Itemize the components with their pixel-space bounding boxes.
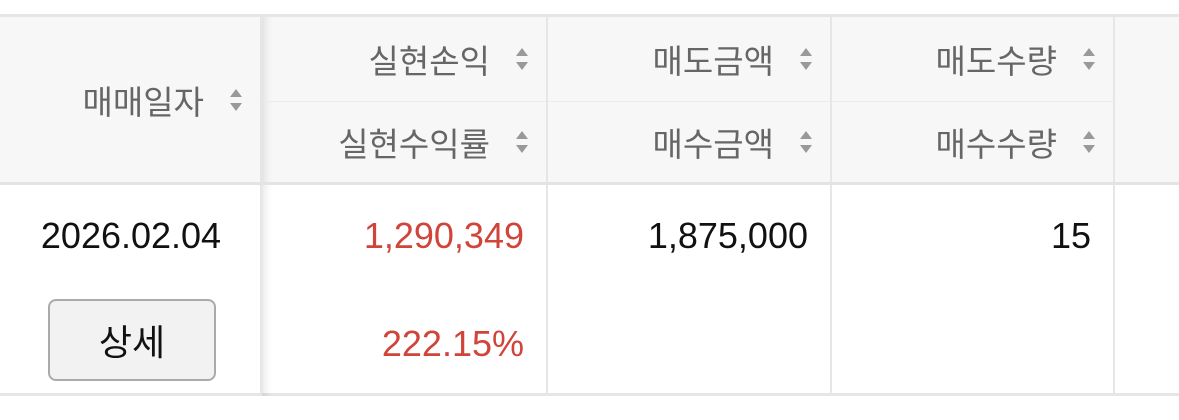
sort-icon[interactable] (800, 130, 812, 153)
detail-button[interactable]: 상세 (48, 299, 216, 381)
table-header: 매매일자 실현손익 실현수익률 매도금액 매수금액 매도수량 매수수량 (0, 17, 1179, 185)
header-realized-pnl[interactable]: 실현손익 (262, 17, 546, 102)
header-realized-return[interactable]: 실현수익률 (262, 101, 546, 182)
trade-history-table: 매매일자 실현손익 실현수익률 매도금액 매수금액 매도수량 매수수량 2026… (0, 14, 1179, 396)
trade-date-value: 2026.02.04 (40, 215, 222, 256)
header-label: 매수수량 (935, 125, 1057, 163)
header-sell-amount[interactable]: 매도금액 (548, 17, 830, 102)
sort-icon[interactable] (1083, 130, 1095, 153)
header-col-extra (1115, 17, 1179, 182)
header-col-amount: 매도금액 매수금액 (548, 17, 832, 182)
cell-trade-date: 2026.02.04 상세 (0, 185, 262, 396)
sort-icon[interactable] (1083, 48, 1095, 70)
table-row: 2026.02.04 상세 1,290,349 222.15% 1,875,00… (0, 185, 1179, 396)
header-label: 매도수량 (935, 43, 1057, 80)
header-buy-amount[interactable]: 매수금액 (548, 101, 830, 182)
sort-icon[interactable] (800, 48, 812, 70)
header-trade-date[interactable]: 매매일자 (0, 17, 260, 182)
header-col-trade-date: 매매일자 (0, 17, 262, 182)
header-label: 매도금액 (652, 43, 774, 80)
realized-pnl-value: 1,290,349 (363, 215, 524, 256)
sell-amount-value: 1,875,000 (647, 215, 808, 256)
header-buy-qty[interactable]: 매수수량 (832, 101, 1113, 182)
header-col-qty: 매도수량 매수수량 (832, 17, 1115, 182)
realized-return-value: 222.15% (381, 323, 524, 364)
sort-icon[interactable] (516, 130, 528, 153)
sort-icon[interactable] (516, 48, 528, 70)
header-label: 실현손익 (368, 43, 490, 80)
sell-qty-value: 15 (1050, 215, 1091, 256)
header-sell-qty[interactable]: 매도수량 (832, 17, 1113, 102)
header-label: 매수금액 (652, 125, 774, 163)
cell-pnl: 1,290,349 222.15% (262, 185, 548, 396)
cell-extra (1115, 185, 1179, 396)
cell-qty: 15 (832, 185, 1115, 396)
sort-icon[interactable] (230, 88, 242, 111)
header-label: 매매일자 (82, 83, 204, 121)
cell-amount: 1,875,000 (548, 185, 832, 396)
header-col-pnl: 실현손익 실현수익률 (262, 17, 548, 182)
header-label: 실현수익률 (338, 125, 490, 163)
